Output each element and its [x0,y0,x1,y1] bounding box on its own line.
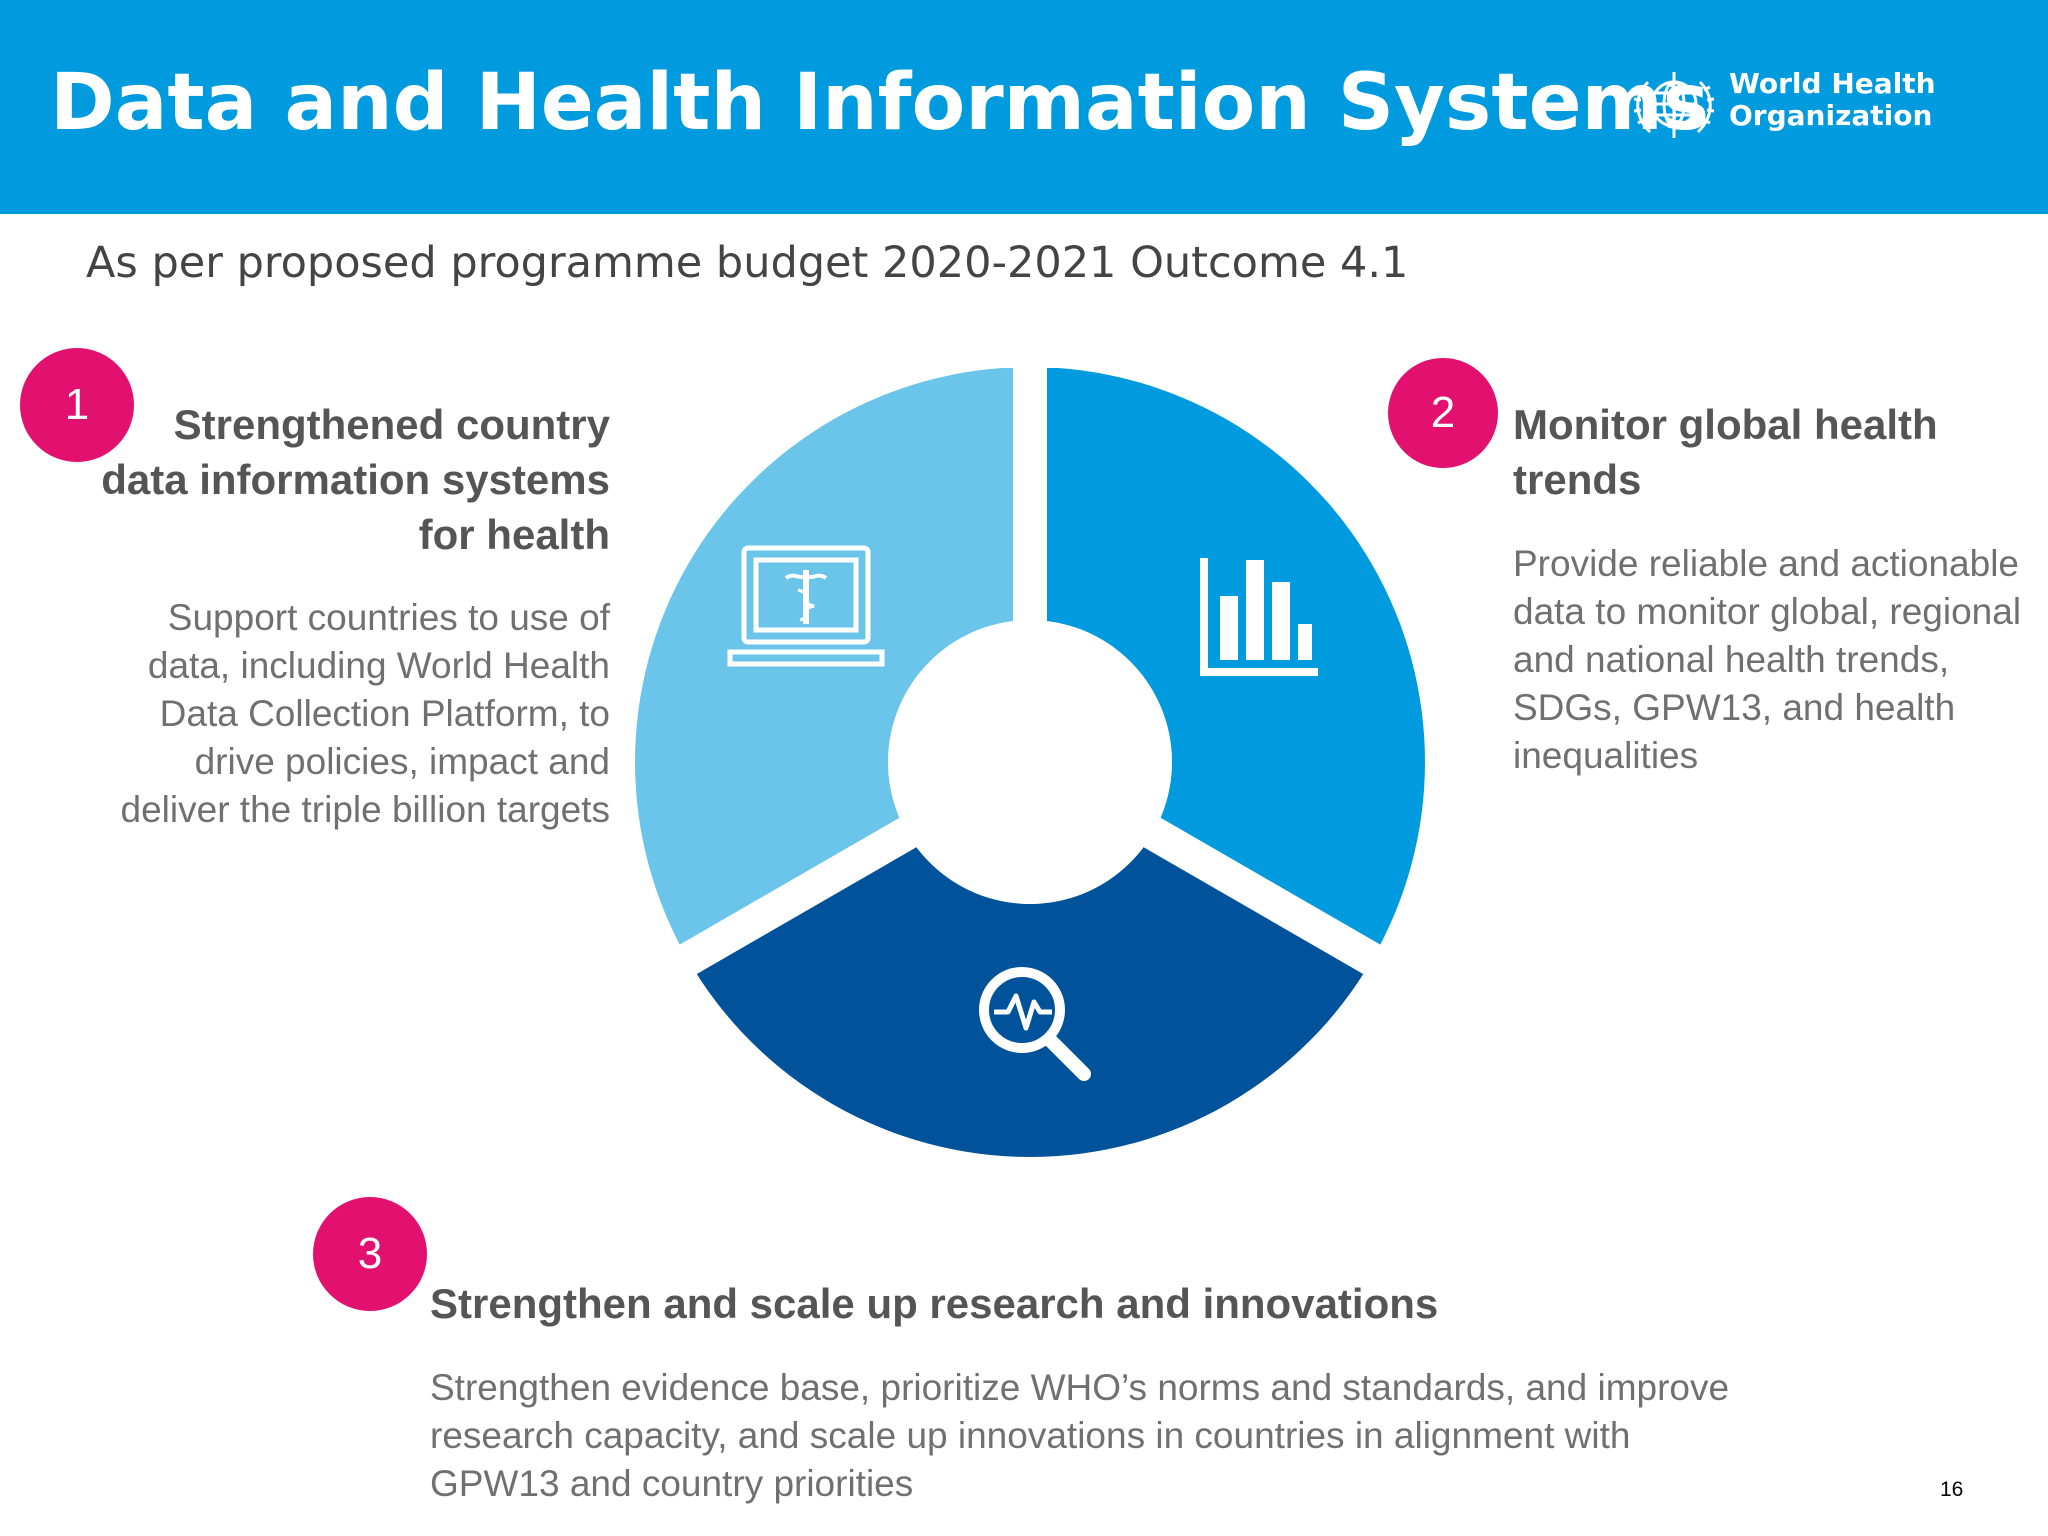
header-bar: Data and Health Information Systems Worl… [0,0,2048,214]
laptop-caduceus-icon [727,545,885,667]
page-number: 16 [1940,1478,1964,1501]
logo-line-1: World Health [1729,67,1936,100]
item-2-description: Provide reliable and actionable data to … [1513,543,2022,776]
segment-gap-right [1135,813,1390,980]
item-1-description: Support countries to use of data, includ… [120,597,610,830]
who-emblem-icon [1633,72,1715,138]
bar-chart-icon [1200,558,1318,676]
subtitle: As per proposed programme budget 2020-20… [86,238,1409,288]
item-2-title: Monitor global health trends [1513,401,1938,503]
item-3-description: Strengthen evidence base, prioritize WHO… [430,1367,1730,1504]
segment-2 [1030,368,1425,960]
magnifier-pulse-icon [979,967,1091,1081]
badge-1: 1 [20,348,134,462]
segment-3 [687,833,1373,1157]
logo-line-2: Organization [1729,99,1933,132]
who-logo-text: World Health Organization [1729,68,1936,132]
badge-3: 3 [313,1197,427,1311]
item-1-title: Strengthened country data information sy… [101,401,610,558]
who-logo: World Health Organization [1624,62,1936,146]
item-3-title: Strengthen and scale up research and inn… [430,1280,1439,1327]
badge-2: 2 [1388,358,1498,468]
outcome-donut-diagram [635,368,1425,1157]
slide-title: Data and Health Information Systems [50,58,1710,148]
segment-gap-left [670,813,925,980]
